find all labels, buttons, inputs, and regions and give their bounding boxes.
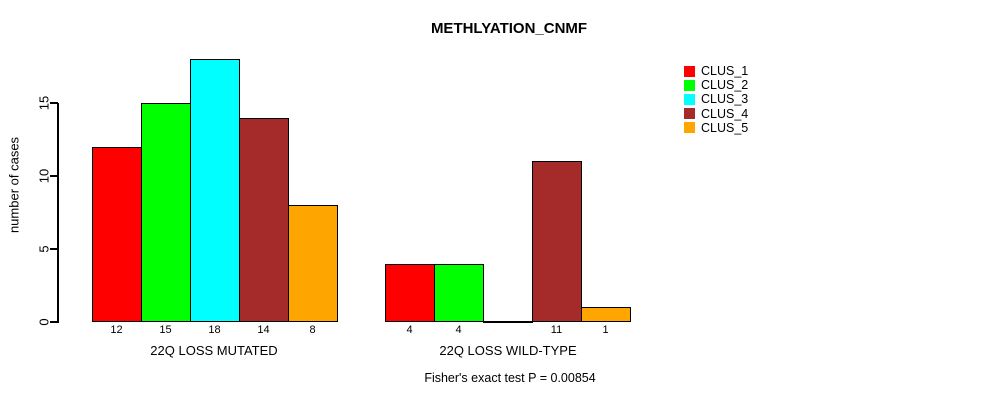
bar-clus_3-zero bbox=[483, 321, 533, 323]
y-axis-tick bbox=[50, 175, 58, 177]
bar-clus_2 bbox=[434, 264, 484, 322]
bar-value-label: 8 bbox=[309, 324, 316, 336]
y-axis-label: number of cases bbox=[6, 136, 22, 234]
legend-label: CLUS_3 bbox=[701, 92, 749, 107]
chart-title: METHLYATION_CNMF bbox=[430, 20, 588, 37]
y-axis-tick-label: 5 bbox=[36, 245, 52, 253]
legend-label: CLUS_1 bbox=[701, 64, 749, 78]
fisher-test-caption: Fisher's exact test P = 0.00854 bbox=[424, 371, 596, 385]
legend-item: CLUS_5 bbox=[684, 122, 748, 134]
legend-item: CLUS_4 bbox=[684, 106, 749, 121]
legend-swatch-clus_2 bbox=[684, 79, 695, 91]
bar-value-label: 4 bbox=[406, 324, 413, 336]
y-axis-tick-label: 10 bbox=[36, 168, 52, 184]
bar-clus_5 bbox=[581, 307, 631, 322]
bar-clus_2 bbox=[141, 103, 191, 322]
y-axis-tick-label: 0 bbox=[36, 318, 52, 326]
bar-clus_3 bbox=[190, 59, 240, 322]
group-label-mutated: 22Q LOSS MUTATED bbox=[150, 343, 278, 358]
legend-swatch-clus_5 bbox=[684, 122, 695, 134]
legend-swatch-clus_3 bbox=[684, 93, 695, 105]
bar-value-label: 12 bbox=[110, 324, 123, 336]
bar-clus_1 bbox=[385, 264, 435, 322]
legend-item: CLUS_1 bbox=[684, 65, 748, 77]
y-axis-tick bbox=[50, 102, 58, 104]
bar-clus_5 bbox=[288, 205, 338, 322]
legend-swatch-clus_1 bbox=[684, 65, 695, 77]
bar-value-label: 14 bbox=[257, 324, 270, 336]
y-axis-tick-label: 15 bbox=[36, 95, 52, 111]
bar-value-label: 1 bbox=[602, 324, 609, 336]
group-label-wild-type: 22Q LOSS WILD-TYPE bbox=[439, 343, 577, 358]
y-axis-tick bbox=[50, 248, 58, 250]
legend-label: CLUS_5 bbox=[701, 120, 749, 135]
bar-clus_1 bbox=[92, 147, 142, 322]
y-axis-tick bbox=[50, 321, 58, 323]
bar-value-label: 4 bbox=[455, 324, 462, 336]
legend-item: CLUS_3 bbox=[684, 92, 749, 107]
legend-swatch-clus_4 bbox=[684, 108, 695, 120]
bar-value-label: 11 bbox=[550, 324, 563, 336]
bar-clus_4 bbox=[239, 118, 289, 322]
bar-clus_4 bbox=[532, 161, 582, 322]
y-axis-line bbox=[57, 102, 59, 323]
legend-label: CLUS_4 bbox=[701, 106, 749, 121]
legend-item: CLUS_2 bbox=[684, 79, 748, 91]
bar-value-label: 18 bbox=[208, 324, 221, 336]
legend-label: CLUS_2 bbox=[701, 78, 749, 93]
bar-value-label: 15 bbox=[159, 324, 172, 336]
